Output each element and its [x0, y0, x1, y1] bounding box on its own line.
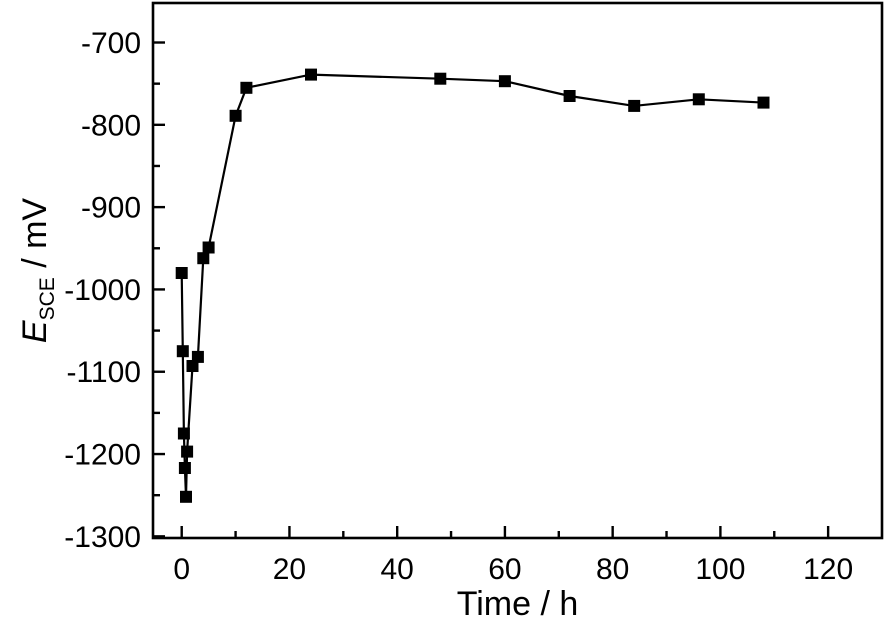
- data-point-marker: [305, 68, 317, 81]
- data-point-marker: [181, 445, 194, 458]
- plot-frame: [151, 1, 884, 540]
- y-tick-label: -800: [81, 109, 141, 142]
- x-tick-label: 60: [488, 553, 521, 586]
- data-point-marker: [240, 81, 253, 94]
- data-point-marker: [202, 241, 215, 254]
- data-line: [180, 73, 764, 497]
- data-point-marker: [692, 93, 705, 106]
- data-point-marker: [175, 267, 188, 279]
- data-point-marker: [191, 350, 204, 363]
- data-point-marker: [186, 360, 199, 372]
- data-point-marker: [757, 96, 770, 109]
- x-tick-label: 80: [596, 553, 629, 586]
- data-point-marker: [563, 90, 576, 102]
- data-point-marker: [180, 490, 192, 503]
- x-tick-label: 100: [695, 553, 745, 586]
- data-point-marker: [434, 72, 447, 85]
- y-tick-label: -1100: [66, 356, 141, 389]
- y-tick-label: -1200: [64, 439, 141, 472]
- y-axis-title: ESCE / mV: [16, 198, 59, 344]
- x-tick-label: 120: [803, 553, 853, 586]
- y-tick-label: -700: [81, 27, 141, 60]
- data-point-marker: [628, 99, 641, 112]
- data-point-marker: [197, 252, 210, 265]
- data-point-marker: [498, 75, 511, 88]
- data-point-marker: [176, 345, 189, 358]
- data-point-marker: [177, 427, 190, 440]
- y-tick-label: -900: [81, 192, 141, 225]
- x-tick-label: 40: [380, 553, 413, 586]
- data-point-marker: [229, 109, 242, 122]
- y-tick-label: -1000: [64, 274, 141, 307]
- x-tick-label: 0: [173, 553, 190, 586]
- x-axis-title: Time / h: [457, 585, 579, 623]
- y-tick-label: -1300: [64, 521, 141, 554]
- x-tick-label: 20: [273, 553, 306, 586]
- data-point-marker: [178, 462, 191, 474]
